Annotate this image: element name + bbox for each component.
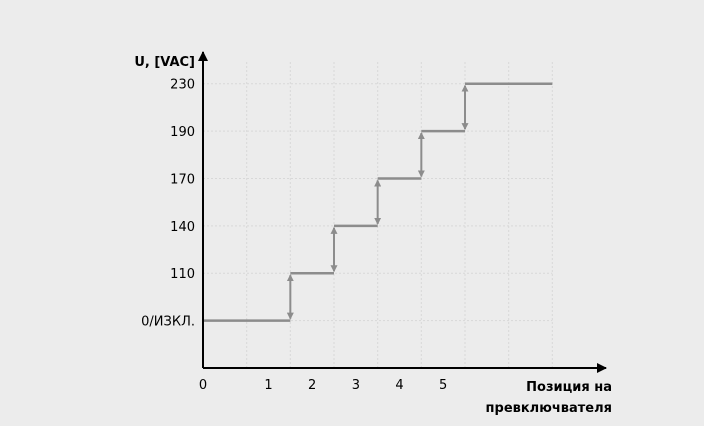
x-tick-label: 1: [264, 378, 272, 393]
x-tick-label: 2: [308, 378, 316, 393]
x-tick-label: 3: [352, 378, 360, 393]
axis-labels: U, [VAC] Позиция на превключвателя: [134, 55, 612, 416]
x-tick-label: 5: [439, 378, 447, 393]
x-tick-label: 4: [395, 378, 403, 393]
y-tick-label: 0/ИЗКЛ.: [141, 315, 195, 330]
y-tick-label: 230: [170, 78, 195, 93]
x-tick-label: 0: [199, 378, 207, 393]
y-tick-label: 110: [170, 267, 195, 282]
y-tick-label: 190: [170, 125, 195, 140]
y-tick-label: 170: [170, 172, 195, 187]
series-layer: [203, 82, 553, 322]
tick-labels: 0/ИЗКЛ. 110 140 170 190 230 0 1 2 3 4 5: [141, 78, 447, 393]
x-axis-label-line-2: превключвателя: [486, 401, 612, 416]
y-tick-label: 140: [170, 220, 195, 235]
axes: [198, 51, 607, 373]
step-arrows: [286, 84, 469, 320]
x-axis-label-line-1: Позиция на: [526, 380, 612, 395]
y-axis-label: U, [VAC]: [134, 55, 195, 70]
